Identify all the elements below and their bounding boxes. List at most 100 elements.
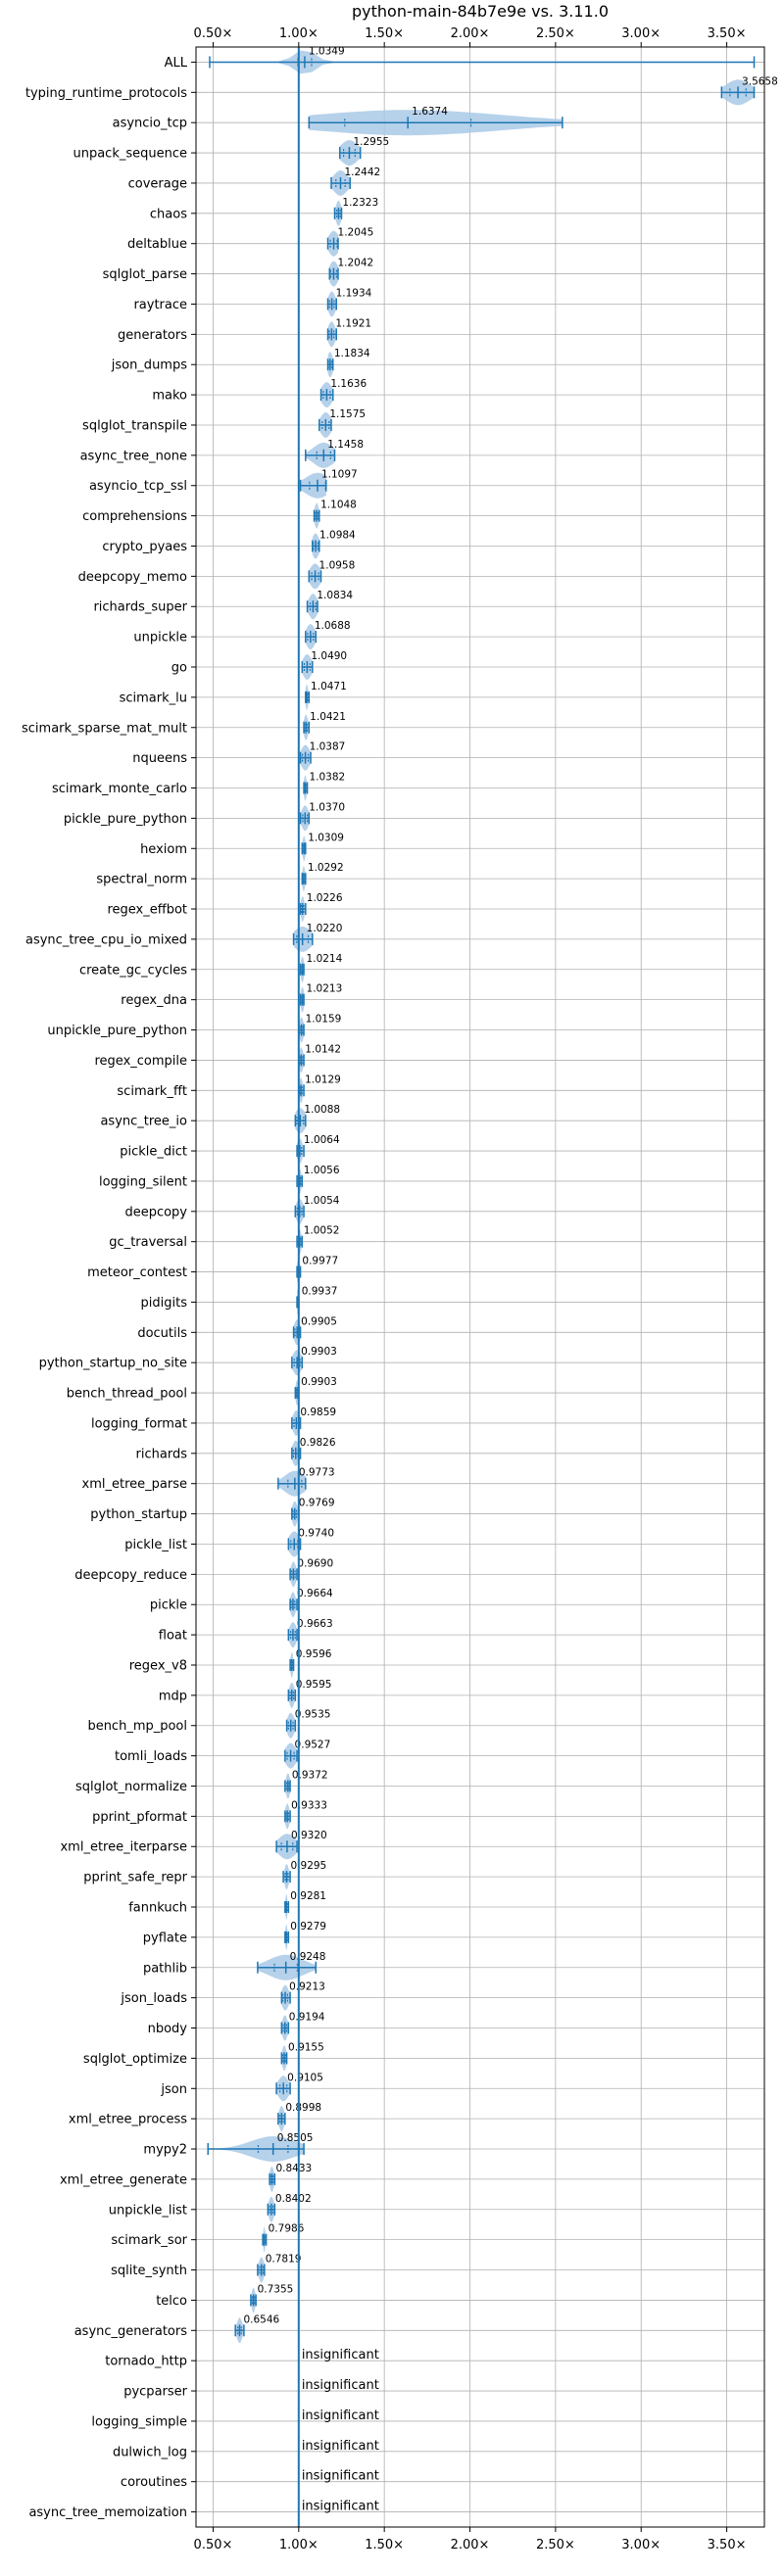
value-label: 0.9903 (301, 1346, 337, 1358)
benchmark-label: richards (136, 1447, 188, 1461)
value-label: 1.0421 (310, 711, 346, 723)
value-label: 1.6374 (412, 106, 448, 118)
value-label: 0.9295 (291, 1860, 327, 1872)
value-label: 1.0834 (317, 590, 353, 601)
value-label: 0.9155 (288, 2041, 324, 2053)
value-label: 1.2045 (338, 227, 374, 239)
value-label: 1.0382 (309, 772, 345, 784)
benchmark-label: typing_runtime_protocols (25, 86, 187, 101)
benchmark-label: python_startup_no_site (39, 1357, 187, 1371)
benchmark-label: scimark_fft (117, 1084, 187, 1099)
value-label: 1.0054 (304, 1195, 340, 1207)
x-tick-label-top: 1.00× (279, 26, 318, 41)
benchmark-label: bench_mp_pool (87, 1719, 187, 1734)
chart-title: python-main-84b7e9e vs. 3.11.0 (352, 2, 609, 21)
plot-frame (195, 46, 765, 2528)
value-label: 1.0387 (310, 741, 346, 753)
value-label: 0.9663 (297, 1618, 333, 1630)
x-tick-label-bottom: 3.50× (708, 2538, 747, 2552)
insignificant-label: insignificant (302, 2439, 379, 2454)
value-label: 0.8402 (275, 2193, 312, 2205)
benchmark-labels: ALL typing_runtime_protocols asyncio_tcpun… (22, 56, 196, 2520)
value-label: 0.9333 (291, 1799, 327, 1811)
benchmark-label: sqlglot_optimize (83, 2052, 187, 2067)
value-label: 1.0490 (311, 650, 347, 662)
value-label: 0.9937 (302, 1285, 338, 1297)
benchmark-label: asyncio_tcp (113, 117, 187, 131)
value-label: 1.2042 (337, 258, 373, 269)
value-label: 1.1636 (330, 378, 367, 390)
value-label: 1.1934 (336, 287, 372, 299)
x-ticks-top: 0.50× 1.00× 1.50× 2.00× 2.50× 3.00× 3.50× (194, 26, 747, 47)
benchmark-label: json (160, 2082, 187, 2097)
benchmark-label: scimark_sparse_mat_mult (22, 721, 187, 736)
benchmark-label: dulwich_log (113, 2445, 187, 2459)
benchmark-label: hexiom (140, 842, 187, 857)
x-tick-label-top: 0.50× (194, 26, 233, 41)
value-label: 1.1575 (329, 408, 366, 420)
value-label: 0.9248 (290, 1951, 326, 1963)
value-label: 0.9279 (290, 1921, 326, 1932)
benchmark-label: docutils (137, 1326, 187, 1341)
benchmark-label: spectral_norm (96, 873, 187, 887)
value-label: 1.0471 (311, 681, 347, 692)
benchmark-label: sqlglot_parse (103, 267, 187, 282)
value-label: 0.9105 (287, 2072, 323, 2083)
value-label: 1.0349 (309, 45, 345, 57)
value-label: 0.9535 (295, 1709, 331, 1721)
value-label: 0.7986 (269, 2223, 305, 2235)
benchmark-label: create_gc_cycles (79, 963, 187, 978)
value-label: 0.9527 (295, 1740, 331, 1751)
value-label: 1.0958 (319, 559, 356, 571)
benchmark-label: bench_thread_pool (67, 1387, 187, 1402)
value-label: 3.5658 (742, 75, 778, 87)
benchmark-label: pickle_pure_python (64, 812, 187, 827)
benchmark-label: async_tree_none (80, 449, 187, 463)
value-label: 0.9372 (292, 1769, 328, 1781)
benchmark-label: regex_v8 (129, 1658, 187, 1673)
value-label: 1.0292 (308, 862, 344, 874)
value-label: 1.1097 (321, 469, 358, 481)
benchmark-label: telco (156, 2294, 187, 2309)
benchmark-label: xml_etree_generate (60, 2172, 187, 2187)
value-label: 0.9859 (300, 1407, 336, 1418)
benchmark-label: sqlglot_transpile (82, 418, 187, 433)
benchmark-label: pycparser (123, 2385, 187, 2400)
benchmark-label: sqlite_synth (111, 2264, 187, 2278)
benchmark-label: chaos (150, 207, 187, 221)
value-label: 0.9769 (299, 1498, 335, 1509)
value-label: 1.0226 (307, 892, 343, 904)
value-label: 1.0984 (319, 529, 356, 541)
value-label: 0.9740 (298, 1527, 334, 1539)
benchmark-label: scimark_monte_carlo (52, 782, 187, 796)
x-tick-label-bottom: 0.50× (194, 2538, 233, 2552)
benchmark-label: float (159, 1629, 187, 1644)
value-label: 0.9903 (301, 1376, 337, 1388)
value-label: 1.0214 (307, 953, 343, 965)
benchmark-label: mako (152, 389, 187, 404)
benchmark-label: pathlib (143, 1961, 187, 1976)
value-label: 1.0052 (304, 1225, 340, 1237)
value-label: 0.6546 (243, 2314, 279, 2325)
value-label: 1.0056 (304, 1165, 340, 1176)
benchmark-label: python_startup (90, 1507, 187, 1522)
benchmark-label: json_dumps (111, 358, 187, 373)
x-tick-label-top: 3.50× (708, 26, 747, 41)
value-label: 0.9194 (289, 2012, 325, 2024)
value-label: 1.0088 (304, 1104, 340, 1116)
benchmark-label: generators (118, 328, 187, 343)
benchmark-label: deepcopy_memo (78, 570, 187, 585)
benchmark-label: deepcopy_reduce (74, 1568, 187, 1583)
value-label: 0.8433 (275, 2163, 312, 2174)
benchmark-label: nqueens (132, 751, 187, 766)
value-label: 1.2955 (353, 136, 389, 148)
benchmark-label: regex_compile (94, 1054, 187, 1069)
benchmark-label: coverage (128, 176, 187, 191)
benchmark-label: async_generators (74, 2324, 188, 2339)
benchmark-label: async_tree_io (100, 1115, 187, 1129)
benchmark-label: pickle_dict (120, 1145, 187, 1160)
value-label: 1.0064 (304, 1134, 340, 1146)
value-label: 0.9690 (297, 1557, 333, 1569)
benchmark-label: mdp (159, 1689, 187, 1703)
